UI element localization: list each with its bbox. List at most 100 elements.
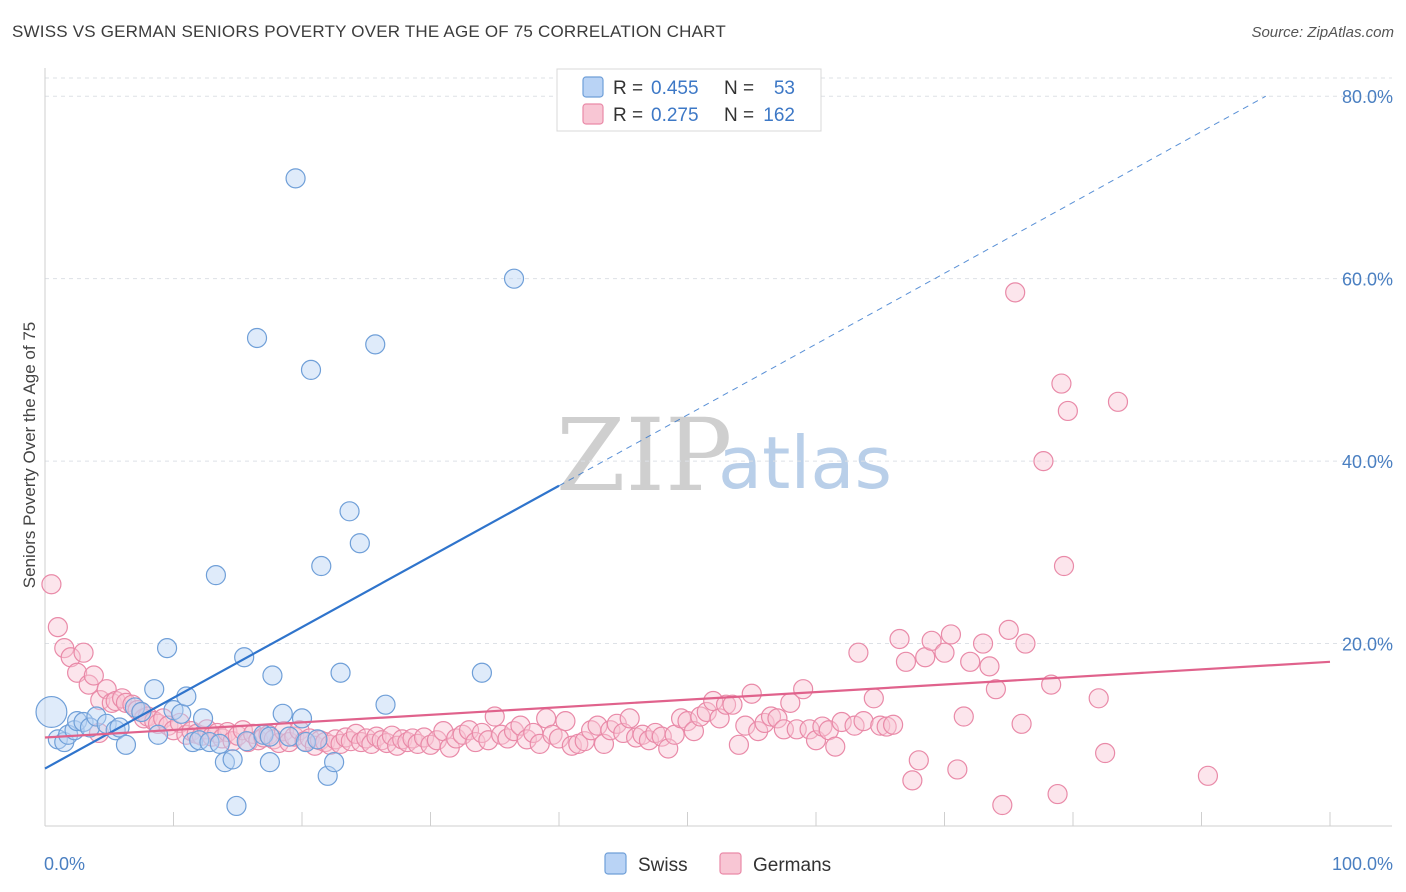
german-point-117 bbox=[703, 690, 724, 712]
x-tick-label-0: 0.0% bbox=[44, 854, 85, 874]
swiss-point-49 bbox=[349, 533, 370, 554]
german-point-97 bbox=[574, 731, 595, 752]
german-point-166 bbox=[1047, 783, 1068, 805]
german-point-147 bbox=[902, 770, 923, 791]
german-point-159 bbox=[992, 794, 1013, 816]
german-point-167 bbox=[1053, 555, 1075, 577]
swiss-point-29 bbox=[226, 795, 247, 817]
german-trend-line bbox=[44, 660, 1331, 739]
german-point-158 bbox=[985, 679, 1007, 700]
swiss-point-30 bbox=[234, 647, 255, 668]
german-point-137 bbox=[831, 711, 852, 733]
german-point-169 bbox=[1051, 373, 1072, 394]
swiss-point-53 bbox=[503, 268, 525, 289]
german-point-77 bbox=[446, 728, 467, 749]
german-point-139 bbox=[848, 642, 869, 663]
swiss-point-42 bbox=[300, 359, 322, 381]
german-point-7 bbox=[83, 665, 104, 686]
german-point-157 bbox=[979, 656, 1000, 677]
german-point-171 bbox=[1095, 742, 1116, 764]
german-point-144 bbox=[882, 714, 904, 735]
swiss-point-22 bbox=[189, 730, 210, 751]
german-point-148 bbox=[908, 750, 929, 771]
swiss-point-40 bbox=[291, 708, 313, 729]
legend-r-label-germans: R = bbox=[613, 105, 643, 126]
german-point-134 bbox=[812, 716, 833, 737]
legend-n-value-germans: 162 bbox=[763, 105, 795, 126]
german-point-120 bbox=[722, 694, 743, 715]
y-tick-label-2: 60.0% bbox=[1342, 270, 1393, 290]
swiss-point-39 bbox=[285, 168, 306, 189]
swiss-point-46 bbox=[324, 752, 345, 773]
legend-swatch-germans bbox=[582, 103, 604, 125]
swiss-point-35 bbox=[259, 752, 280, 773]
german-point-152 bbox=[940, 624, 962, 645]
german-point-113 bbox=[677, 710, 698, 732]
german-point-1 bbox=[47, 617, 68, 638]
swiss-point-15 bbox=[144, 679, 165, 700]
swiss-point-48 bbox=[339, 501, 360, 522]
german-point-160 bbox=[998, 619, 1019, 640]
y-axis-label: Seniors Poverty Over the Age of 75 bbox=[20, 322, 39, 588]
german-point-93 bbox=[548, 728, 570, 749]
legend-r-label-swiss: R = bbox=[613, 78, 643, 99]
swiss-point-16 bbox=[147, 724, 169, 745]
legend-r-value-swiss: 0.455 bbox=[651, 78, 699, 99]
legend-n-label-germans: N = bbox=[724, 105, 754, 126]
swiss-point-41 bbox=[295, 731, 316, 753]
german-point-141 bbox=[863, 688, 884, 709]
german-point-146 bbox=[895, 651, 917, 672]
german-point-173 bbox=[1197, 765, 1219, 786]
german-point-92 bbox=[542, 724, 563, 745]
german-point-119 bbox=[715, 694, 737, 715]
trend-lines bbox=[44, 95, 1331, 770]
german-point-79 bbox=[458, 720, 480, 741]
german-point-161 bbox=[1005, 282, 1026, 303]
swiss-point-25 bbox=[205, 565, 227, 586]
german-point-172 bbox=[1107, 391, 1129, 412]
y-tick-label-0: 20.0% bbox=[1342, 635, 1393, 655]
swiss-trend-line bbox=[44, 484, 560, 770]
swiss-point-28 bbox=[222, 749, 243, 770]
german-point-162 bbox=[1011, 713, 1032, 734]
bottom-legend-germans: Germans bbox=[753, 855, 831, 876]
swiss-point-32 bbox=[246, 327, 268, 349]
swiss-point-50 bbox=[365, 334, 386, 355]
german-point-154 bbox=[953, 706, 974, 727]
swiss-point-12 bbox=[115, 734, 137, 755]
swiss-point-27 bbox=[214, 752, 235, 773]
german-point-155 bbox=[960, 651, 981, 672]
german-point-48 bbox=[289, 720, 310, 741]
watermark-atlas: atlas bbox=[718, 421, 892, 505]
swiss-point-43 bbox=[307, 729, 328, 750]
german-point-153 bbox=[947, 759, 968, 780]
german-point-124 bbox=[748, 721, 769, 742]
german-point-3 bbox=[60, 647, 81, 668]
swiss-point-36 bbox=[262, 665, 283, 686]
german-points bbox=[41, 282, 1219, 816]
watermark-zip: ZIP bbox=[556, 397, 732, 514]
swiss-point-47 bbox=[330, 662, 351, 683]
german-point-109 bbox=[651, 726, 672, 747]
german-point-163 bbox=[1015, 633, 1036, 654]
swiss-point-5 bbox=[67, 710, 88, 732]
swiss-points bbox=[35, 168, 525, 817]
german-point-116 bbox=[696, 701, 717, 723]
german-point-164 bbox=[1033, 451, 1054, 472]
german-point-121 bbox=[728, 734, 750, 755]
bottom-legend-swatch-germans bbox=[719, 852, 742, 875]
swiss-point-44 bbox=[311, 555, 332, 577]
swiss-point-52 bbox=[471, 662, 492, 683]
swiss-point-23 bbox=[192, 708, 214, 729]
swiss-point-17 bbox=[156, 638, 178, 659]
bottom-legend: Swiss Germans bbox=[604, 852, 831, 876]
german-point-5 bbox=[73, 642, 94, 663]
swiss-point-34 bbox=[259, 726, 280, 747]
german-point-165 bbox=[1041, 674, 1062, 695]
swiss-point-51 bbox=[375, 694, 396, 715]
german-point-122 bbox=[735, 715, 756, 736]
axis-labels: 20.0% 40.0% 60.0% 80.0% 0.0% 100.0% bbox=[44, 87, 1393, 874]
german-point-136 bbox=[825, 736, 846, 757]
swiss-point-38 bbox=[279, 726, 300, 747]
